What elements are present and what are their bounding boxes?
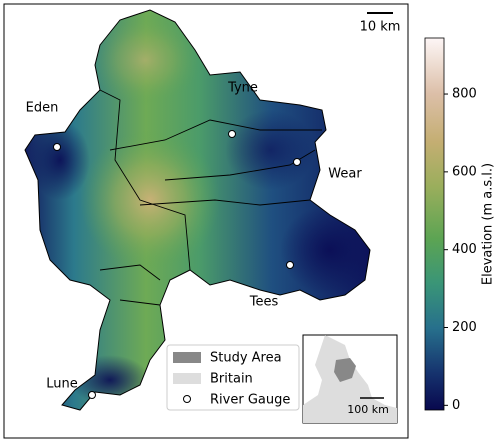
colorbar-scale [424, 37, 445, 411]
legend-marker [183, 395, 191, 403]
colorbar-tick-label: 200 [452, 320, 477, 335]
colorbar-tick-label: 0 [452, 398, 460, 413]
river-gauge [286, 261, 294, 269]
river-gauge [53, 143, 61, 151]
colorbar-tick-label: 600 [452, 164, 477, 179]
map-frame [3, 3, 409, 439]
colorbar: Elevation (m a.s.l.) 0 200 400 600 800 [424, 37, 496, 413]
legend: Study Area Britain River Gauge [166, 344, 300, 411]
legend-swatch [173, 373, 201, 384]
colorbar-label: Elevation (m a.s.l.) [481, 163, 496, 285]
legend-swatch [173, 352, 201, 363]
river-gauge [88, 391, 96, 399]
legend-label: River Gauge [210, 393, 290, 408]
inset-scale-label: 100 km [347, 403, 389, 416]
study-area-shape [334, 358, 356, 382]
legend-label: Study Area [210, 351, 282, 366]
colorbar-tick-label: 400 [452, 242, 477, 257]
region-label: Eden [26, 101, 59, 116]
catchment-boundaries [99, 89, 322, 306]
region-label: Tees [249, 295, 279, 310]
river-gauge [293, 158, 301, 166]
region-label: Wear [328, 167, 362, 182]
scale-label: 10 km [360, 20, 401, 35]
region-label: Lune [46, 377, 78, 392]
legend-label: Britain [210, 372, 253, 387]
gauges [53, 130, 301, 399]
colorbar-tick-label: 800 [452, 87, 477, 102]
inset-map: 100 km [302, 334, 398, 424]
britain-shape [303, 335, 397, 423]
region-label: Tyne [227, 81, 258, 96]
river-gauge [228, 130, 236, 138]
